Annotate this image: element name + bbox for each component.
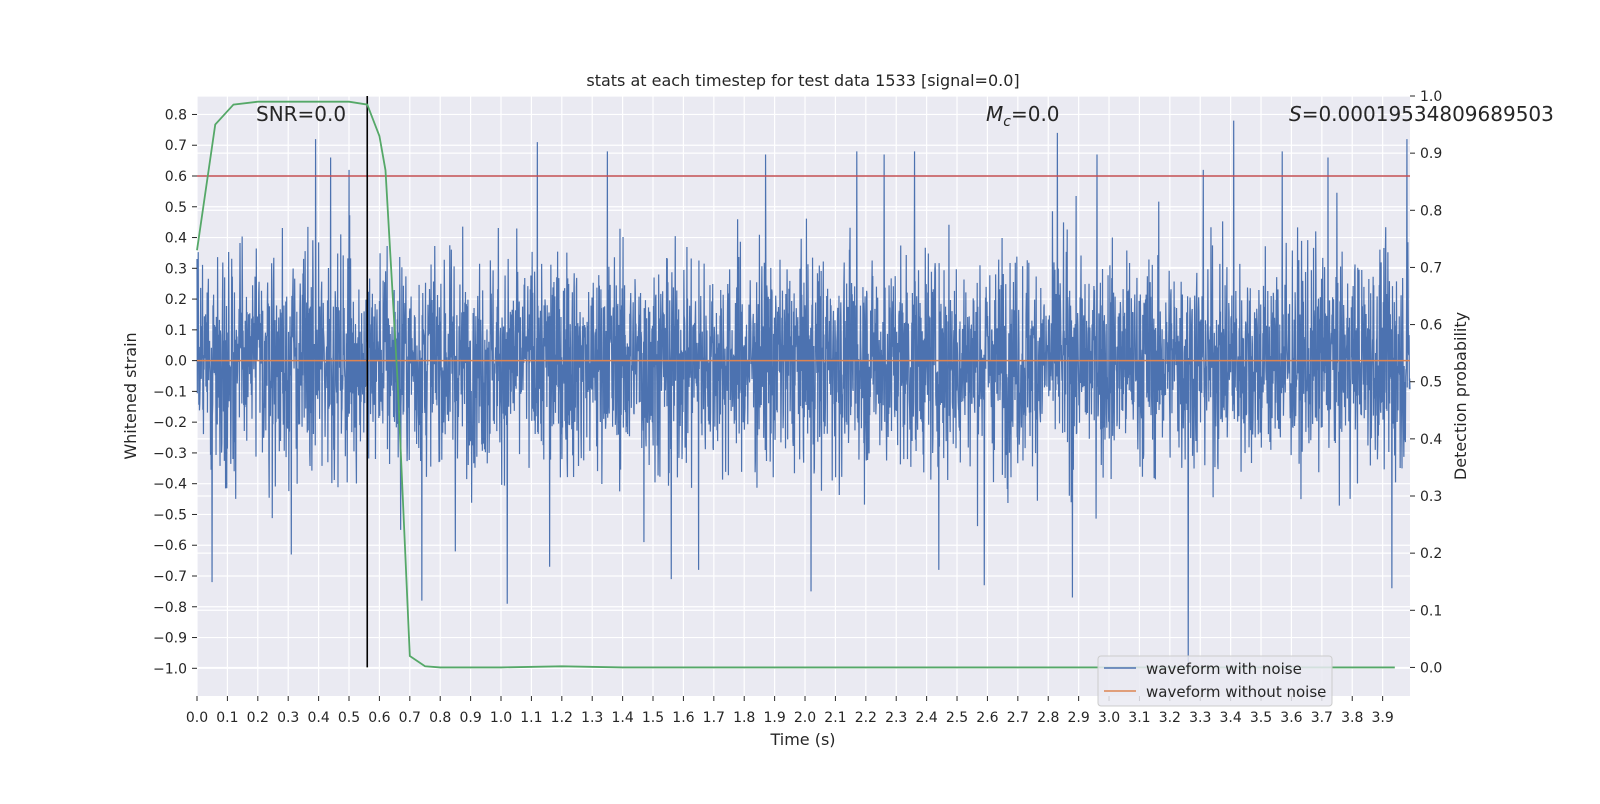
y-tick-label: −0.1 bbox=[153, 384, 187, 400]
x-tick-label: 0.3 bbox=[277, 710, 299, 726]
x-tick-label: 1.5 bbox=[642, 710, 664, 726]
y-tick-label: 0.5 bbox=[165, 200, 187, 216]
x-tick-label: 2.7 bbox=[1007, 710, 1029, 726]
legend-box bbox=[1097, 655, 1333, 707]
x-tick-label: 3.8 bbox=[1341, 710, 1363, 726]
x-tick-label: 1.6 bbox=[672, 710, 694, 726]
y-tick-label: 0.7 bbox=[165, 138, 187, 154]
noisy-waveform-line bbox=[196, 120, 1411, 672]
y-tick-label: −0.7 bbox=[153, 569, 187, 585]
s-symbol: S bbox=[1289, 102, 1302, 126]
y-tick-label: 0.3 bbox=[165, 261, 187, 277]
y2-tick-label: 0.6 bbox=[1420, 318, 1442, 334]
mc-symbol: M bbox=[986, 102, 1003, 126]
detection-probability-line bbox=[196, 100, 1395, 669]
x-tick-label: 3.3 bbox=[1189, 710, 1211, 726]
y2-tick-label: 0.9 bbox=[1420, 146, 1442, 162]
y-tick-label: 0.4 bbox=[165, 231, 187, 247]
x-tick-label: 2.6 bbox=[976, 710, 998, 726]
x-tick-label: 3.0 bbox=[1098, 710, 1120, 726]
x-tick-label: 3.5 bbox=[1250, 710, 1272, 726]
x-tick-label: 1.9 bbox=[763, 710, 785, 726]
y2-tick-label: 0.7 bbox=[1420, 260, 1442, 276]
x-tick-label: 0.9 bbox=[459, 710, 481, 726]
legend-label-clean: waveform without noise bbox=[1146, 683, 1326, 701]
y2-tick-label: 0.5 bbox=[1420, 375, 1442, 391]
x-tick-label: 0.1 bbox=[216, 710, 238, 726]
mc-value: =0.0 bbox=[1011, 102, 1060, 126]
x-tick-label: 1.8 bbox=[733, 710, 755, 726]
axes: 0.0 0.1 0.2 0.3 0.4 0.5 0.6 0.7 0.8 0.9 1.0 1.1 1.2 1… bbox=[153, 89, 1442, 726]
x-tick-label: 2.9 bbox=[1067, 710, 1089, 726]
y2-tick-label: 0.8 bbox=[1420, 203, 1442, 219]
y-tick-label: 0.8 bbox=[165, 107, 187, 123]
series-waveform-with-noise bbox=[196, 120, 1411, 672]
y-tick-label: −0.9 bbox=[153, 631, 187, 647]
y2-tick-label: 0.3 bbox=[1420, 489, 1442, 505]
legend: waveform with noise waveform without noi… bbox=[1097, 655, 1333, 707]
x-tick-label: 1.0 bbox=[490, 710, 512, 726]
y-tick-label: 0.2 bbox=[165, 292, 187, 308]
x-tick-label: 3.7 bbox=[1311, 710, 1333, 726]
snr-annotation: SNR=0.0 bbox=[256, 102, 346, 126]
x-axis-label: Time (s) bbox=[769, 730, 835, 749]
mc-annotation: Mc=0.0 bbox=[986, 102, 1060, 130]
x-tick-label: 1.1 bbox=[520, 710, 542, 726]
y2-tick-label: 0.1 bbox=[1420, 603, 1442, 619]
x-tick-label: 0.0 bbox=[186, 710, 208, 726]
x-tick-label: 1.7 bbox=[703, 710, 725, 726]
y2-axis-label: Detection probability bbox=[1451, 312, 1470, 480]
x-tick-label: 1.2 bbox=[551, 710, 573, 726]
x-tick-label: 0.7 bbox=[399, 710, 421, 726]
x-tick-label: 2.8 bbox=[1037, 710, 1059, 726]
x-tick-label: 0.4 bbox=[307, 710, 329, 726]
y-tick-label: −0.3 bbox=[153, 446, 187, 462]
x-tick-label: 0.6 bbox=[368, 710, 390, 726]
y-axis-label: Whitened strain bbox=[121, 332, 140, 459]
x-tick-label: 3.1 bbox=[1128, 710, 1150, 726]
y-tick-label: 0.0 bbox=[165, 354, 187, 370]
series-detection-probability bbox=[196, 100, 1395, 669]
y-tick-label: 0.1 bbox=[165, 323, 187, 339]
y-tick-label: −1.0 bbox=[153, 661, 187, 677]
x-tick-label: 2.2 bbox=[855, 710, 877, 726]
legend-label-noise: waveform with noise bbox=[1146, 660, 1302, 678]
y-tick-label: −0.5 bbox=[153, 507, 187, 523]
s-value: =0.00019534809689503 bbox=[1302, 102, 1554, 126]
y-tick-label: −0.2 bbox=[153, 415, 187, 431]
x-tick-label: 3.2 bbox=[1159, 710, 1181, 726]
y2-tick-label: 0.4 bbox=[1420, 432, 1442, 448]
x-tick-label: 0.8 bbox=[429, 710, 451, 726]
y-tick-label: 0.6 bbox=[165, 169, 187, 185]
y2-tick-label: 1.0 bbox=[1420, 89, 1442, 105]
x-tick-label: 0.2 bbox=[247, 710, 269, 726]
x-tick-label: 2.1 bbox=[824, 710, 846, 726]
x-tick-label: 3.4 bbox=[1220, 710, 1242, 726]
y2-tick-label: 0.2 bbox=[1420, 546, 1442, 562]
y-tick-label: −0.6 bbox=[153, 538, 187, 554]
y2-tick-label: 0.0 bbox=[1420, 660, 1442, 676]
chart-title: stats at each timestep for test data 153… bbox=[586, 71, 1019, 90]
x-tick-label: 3.6 bbox=[1280, 710, 1302, 726]
s-annotation: S=0.00019534809689503 bbox=[1289, 102, 1554, 126]
y-tick-label: −0.4 bbox=[153, 477, 187, 493]
y-tick-label: −0.8 bbox=[153, 600, 187, 616]
x-tick-label: 1.4 bbox=[611, 710, 633, 726]
x-tick-label: 2.5 bbox=[946, 710, 968, 726]
x-tick-label: 2.4 bbox=[915, 710, 937, 726]
x-tick-label: 2.3 bbox=[885, 710, 907, 726]
x-tick-label: 3.9 bbox=[1372, 710, 1394, 726]
x-tick-label: 1.3 bbox=[581, 710, 603, 726]
mc-subscript: c bbox=[1003, 114, 1011, 130]
x-tick-label: 0.5 bbox=[338, 710, 360, 726]
x-tick-label: 2.0 bbox=[794, 710, 816, 726]
